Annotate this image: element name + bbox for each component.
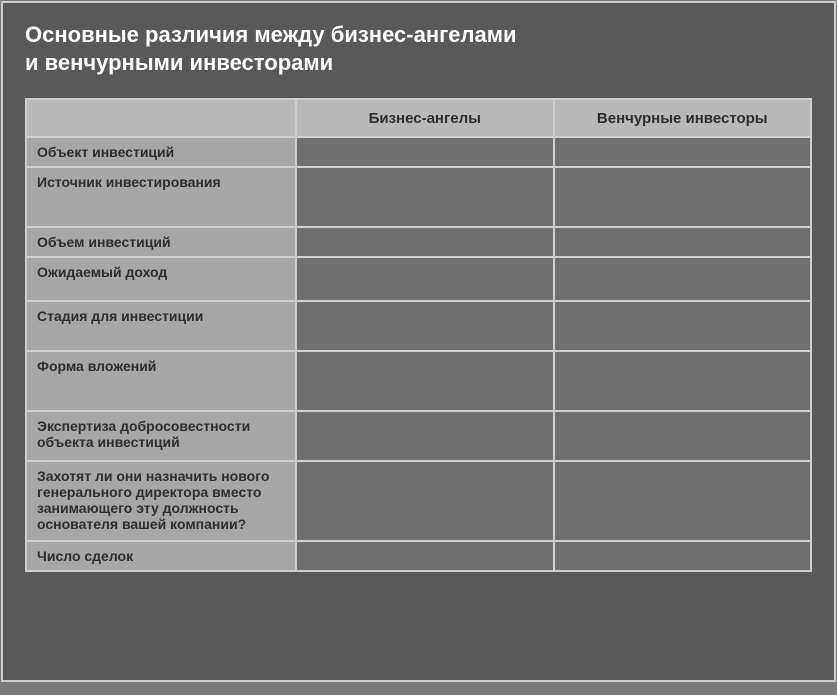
title-line-2: и венчурными инвесторами <box>25 50 333 75</box>
cell-angels <box>296 227 554 257</box>
table-row: Форма вложений <box>26 351 811 411</box>
cell-vc <box>554 257 812 301</box>
row-label: Источник инвестирования <box>26 167 296 227</box>
table-row: Ожидаемый доход <box>26 257 811 301</box>
table-row: Захотят ли они назначить нового генераль… <box>26 461 811 541</box>
row-label: Объем инвестиций <box>26 227 296 257</box>
cell-angels <box>296 257 554 301</box>
cell-angels <box>296 301 554 351</box>
comparison-table: Бизнес-ангелы Венчурные инвесторы Объект… <box>25 98 812 572</box>
cell-vc <box>554 351 812 411</box>
cell-vc <box>554 137 812 167</box>
row-label: Объект инвестиций <box>26 137 296 167</box>
table-row: Экспертиза добросовестности объекта инве… <box>26 411 811 461</box>
row-label: Форма вложений <box>26 351 296 411</box>
cell-vc <box>554 167 812 227</box>
cell-vc <box>554 227 812 257</box>
row-label: Стадия для инвестиции <box>26 301 296 351</box>
col-header-vc: Венчурные инвесторы <box>554 99 812 137</box>
cell-vc <box>554 461 812 541</box>
row-label: Число сделок <box>26 541 296 571</box>
cell-angels <box>296 167 554 227</box>
cell-vc <box>554 411 812 461</box>
content-panel: Основные различия между бизнес-ангелами … <box>1 1 836 682</box>
table-row: Источник инвестирования <box>26 167 811 227</box>
table-row: Число сделок <box>26 541 811 571</box>
cell-angels <box>296 461 554 541</box>
page-outer: Основные различия между бизнес-ангелами … <box>0 0 837 695</box>
table-header-row: Бизнес-ангелы Венчурные инвесторы <box>26 99 811 137</box>
page-title: Основные различия между бизнес-ангелами … <box>25 21 812 76</box>
row-label: Захотят ли они назначить нового генераль… <box>26 461 296 541</box>
table-row: Стадия для инвестиции <box>26 301 811 351</box>
cell-angels <box>296 541 554 571</box>
row-label: Ожидаемый доход <box>26 257 296 301</box>
cell-angels <box>296 411 554 461</box>
cell-vc <box>554 541 812 571</box>
title-line-1: Основные различия между бизнес-ангелами <box>25 22 517 47</box>
table-row: Объект инвестиций <box>26 137 811 167</box>
row-label: Экспертиза добросовестности объекта инве… <box>26 411 296 461</box>
table-row: Объем инвестиций <box>26 227 811 257</box>
col-header-angels: Бизнес-ангелы <box>296 99 554 137</box>
table-body: Объект инвестицийИсточник инвестирования… <box>26 137 811 571</box>
col-header-blank <box>26 99 296 137</box>
cell-angels <box>296 137 554 167</box>
cell-vc <box>554 301 812 351</box>
cell-angels <box>296 351 554 411</box>
